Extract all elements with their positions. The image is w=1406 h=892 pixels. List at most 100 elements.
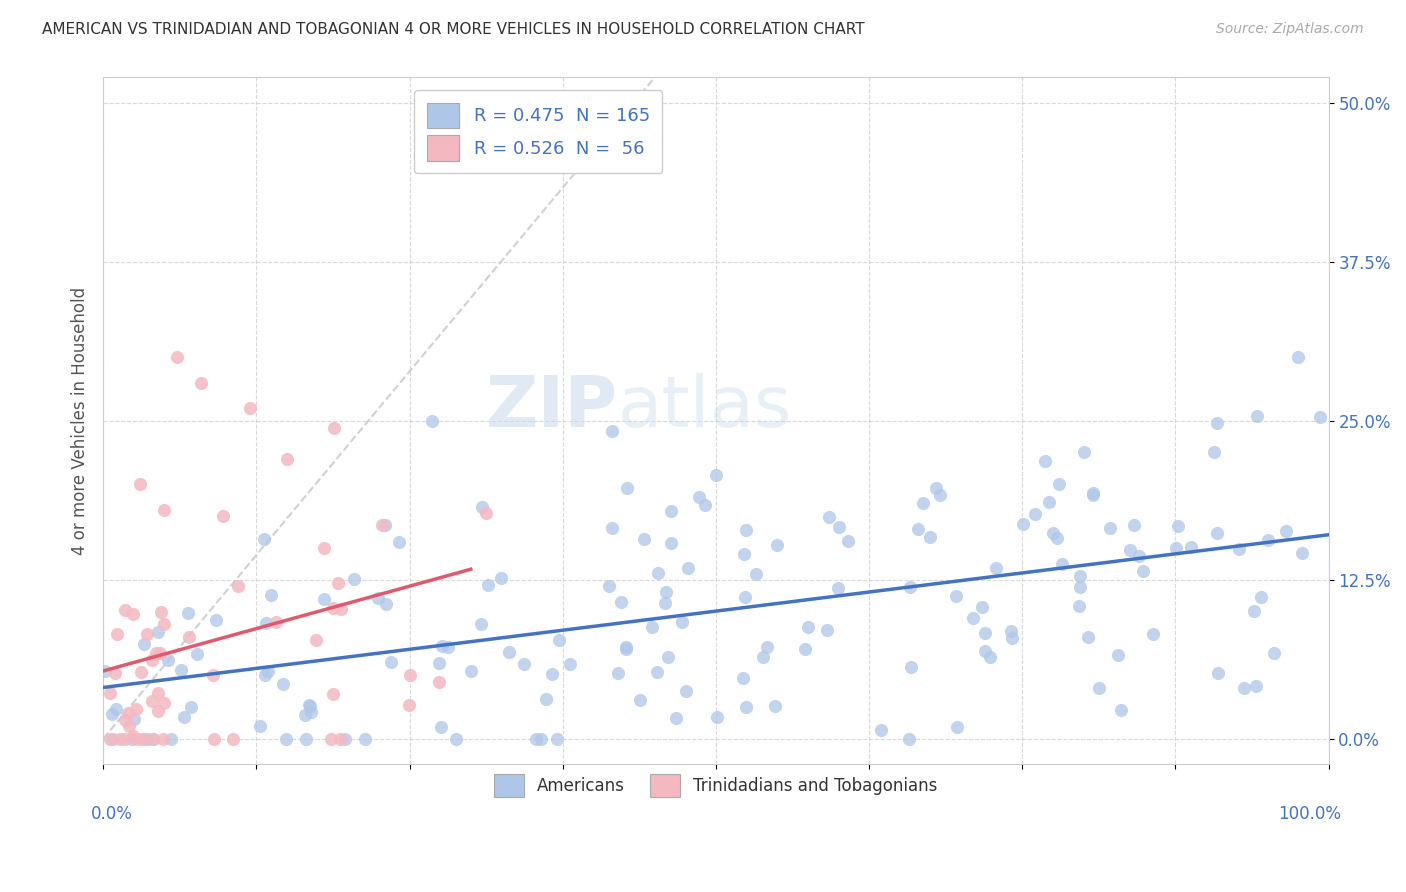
Point [202, 731, 225, 746]
Point [1033, 454, 1056, 468]
Point [530, 731, 553, 746]
Point [152, 696, 174, 710]
Point [766, 538, 789, 552]
Point [1246, 409, 1268, 424]
Point [1088, 681, 1111, 695]
Point [437, 640, 460, 655]
Point [1069, 599, 1091, 614]
Point [371, 517, 394, 532]
Point [1098, 521, 1121, 535]
Point [323, 421, 346, 435]
Point [276, 452, 298, 467]
Point [489, 571, 512, 585]
Point [752, 650, 775, 665]
Point [1047, 476, 1070, 491]
Point [920, 530, 942, 544]
Point [398, 698, 420, 712]
Point [1244, 679, 1267, 693]
Point [177, 606, 200, 620]
Point [1081, 485, 1104, 500]
Point [145, 646, 167, 660]
Point [1167, 519, 1189, 533]
Point [335, 731, 357, 746]
Point [837, 533, 859, 548]
Point [132, 731, 155, 746]
Point [659, 504, 682, 518]
Point [1132, 564, 1154, 578]
Point [973, 626, 995, 640]
Point [734, 523, 756, 537]
Point [264, 615, 287, 629]
Point [254, 667, 277, 681]
Point [1119, 542, 1142, 557]
Text: 0.0%: 0.0% [91, 805, 132, 823]
Point [1291, 545, 1313, 559]
Point [314, 591, 336, 606]
Point [733, 671, 755, 685]
Point [177, 630, 200, 644]
Point [142, 731, 165, 746]
Point [146, 704, 169, 718]
Point [326, 576, 349, 591]
Point [150, 605, 173, 619]
Point [610, 595, 633, 609]
Point [149, 646, 172, 660]
Point [1263, 647, 1285, 661]
Point [657, 650, 679, 665]
Point [1107, 648, 1129, 663]
Point [118, 719, 141, 733]
Point [1206, 666, 1229, 681]
Point [1202, 444, 1225, 458]
Point [900, 581, 922, 595]
Point [460, 664, 482, 678]
Point [647, 566, 669, 580]
Point [146, 625, 169, 640]
Point [180, 699, 202, 714]
Point [671, 615, 693, 629]
Point [536, 692, 558, 706]
Text: AMERICAN VS TRINIDADIAN AND TOBAGONIAN 4 OR MORE VEHICLES IN HOUSEHOLD CORRELATI: AMERICAN VS TRINIDADIAN AND TOBAGONIAN 4… [42, 22, 865, 37]
Legend: Americans, Trinidadians and Tobagonians: Americans, Trinidadians and Tobagonians [488, 767, 945, 804]
Point [141, 653, 163, 667]
Point [1257, 533, 1279, 547]
Point [763, 698, 786, 713]
Point [897, 731, 920, 746]
Point [1286, 350, 1309, 364]
Point [1000, 624, 1022, 638]
Point [979, 649, 1001, 664]
Point [1083, 488, 1105, 502]
Point [645, 665, 668, 680]
Point [136, 627, 159, 641]
Point [984, 561, 1007, 575]
Point [190, 376, 212, 390]
Point [142, 731, 165, 746]
Point [946, 720, 969, 734]
Point [1109, 703, 1132, 717]
Point [818, 510, 841, 524]
Text: ZIP: ZIP [485, 373, 617, 442]
Point [704, 467, 727, 482]
Point [312, 541, 335, 555]
Point [153, 617, 176, 632]
Point [254, 616, 277, 631]
Point [793, 642, 815, 657]
Point [127, 731, 149, 746]
Point [299, 699, 322, 714]
Point [135, 731, 157, 746]
Point [114, 713, 136, 727]
Point [249, 719, 271, 733]
Point [1073, 445, 1095, 459]
Point [226, 579, 249, 593]
Point [122, 607, 145, 621]
Point [374, 598, 396, 612]
Point [734, 590, 756, 604]
Point [1233, 681, 1256, 696]
Point [121, 731, 143, 746]
Point [962, 611, 984, 625]
Point [420, 414, 443, 428]
Point [380, 656, 402, 670]
Point [160, 731, 183, 746]
Point [329, 731, 352, 746]
Point [475, 507, 498, 521]
Point [558, 657, 581, 671]
